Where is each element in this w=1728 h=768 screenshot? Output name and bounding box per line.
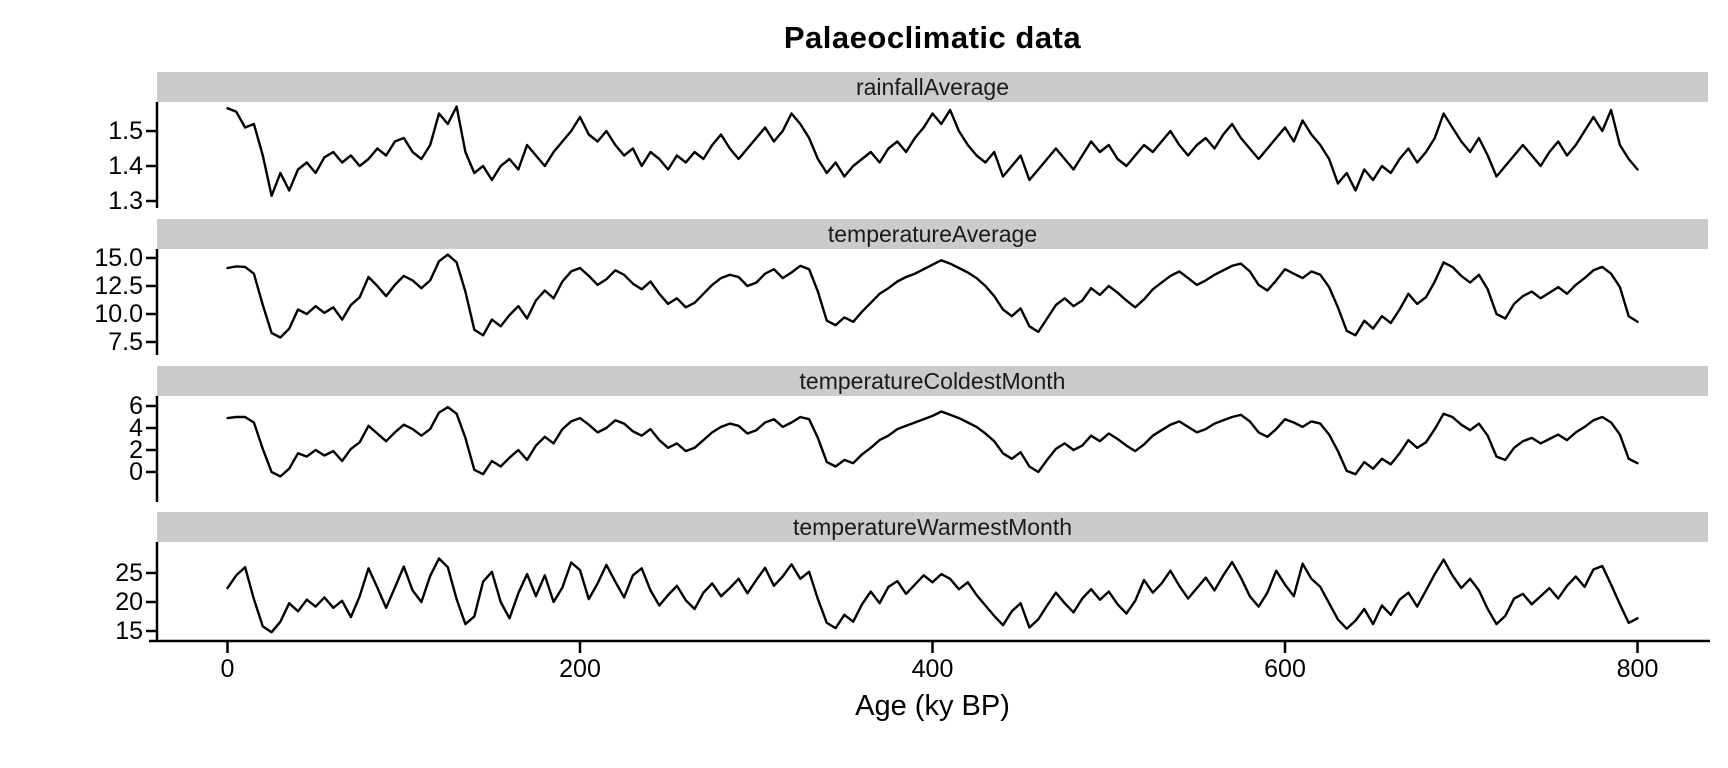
y-tick-label-temperatureWarmestMonth: 15 (115, 617, 143, 646)
y-tick-label-temperatureColdestMonth: 0 (129, 457, 143, 486)
x-tick-label: 0 (220, 655, 235, 683)
y-tick-label-temperatureColdestMonth: 2 (129, 435, 143, 464)
x-tick-label: 800 (1616, 655, 1659, 683)
strip-label: temperatureAverage (827, 221, 1038, 247)
chart-title: Palaeoclimatic data (783, 20, 1082, 55)
panel-strip-temperature-warmest-month: temperatureWarmestMonth (157, 512, 1708, 542)
x-tick-label: 400 (911, 655, 954, 683)
panel-strip-temperature-coldest-month: temperatureColdestMonth (157, 366, 1708, 396)
y-tick-label-temperatureAverage: 12.5 (94, 271, 143, 300)
y-tick-label-temperatureColdestMonth: 6 (129, 392, 143, 420)
series-line-rainfallAverage (226, 105, 1639, 198)
panel-strip-rainfall-average: rainfallAverage (157, 72, 1708, 102)
y-tick-label-temperatureAverage: 10.0 (94, 299, 143, 328)
y-tick-label-temperatureAverage: 7.5 (108, 328, 143, 356)
strip-label: temperatureWarmestMonth (792, 514, 1073, 540)
y-tick-label-temperatureWarmestMonth: 25 (115, 558, 143, 587)
y-tick-label-temperatureAverage: 15.0 (94, 243, 143, 272)
strip-label: rainfallAverage (855, 74, 1009, 100)
y-tick-label-rainfallAverage: 1.5 (108, 117, 143, 146)
series-line-temperatureColdestMonth (226, 405, 1639, 478)
x-tick-label: 200 (559, 655, 601, 683)
x-axis-title: Age (ky BP) (855, 690, 1010, 722)
series-line-temperatureAverage (226, 253, 1639, 339)
panel-strip-temperature-average: temperatureAverage (157, 219, 1708, 249)
strip-label: temperatureColdestMonth (799, 368, 1066, 394)
y-tick-label-temperatureColdestMonth: 4 (129, 413, 143, 442)
series-line-temperatureWarmestMonth (226, 557, 1639, 634)
x-tick-label: 600 (1264, 655, 1306, 683)
y-tick-label-temperatureWarmestMonth: 20 (115, 588, 143, 616)
y-tick-label-rainfallAverage: 1.3 (108, 187, 143, 215)
y-tick-label-rainfallAverage: 1.4 (108, 152, 143, 181)
